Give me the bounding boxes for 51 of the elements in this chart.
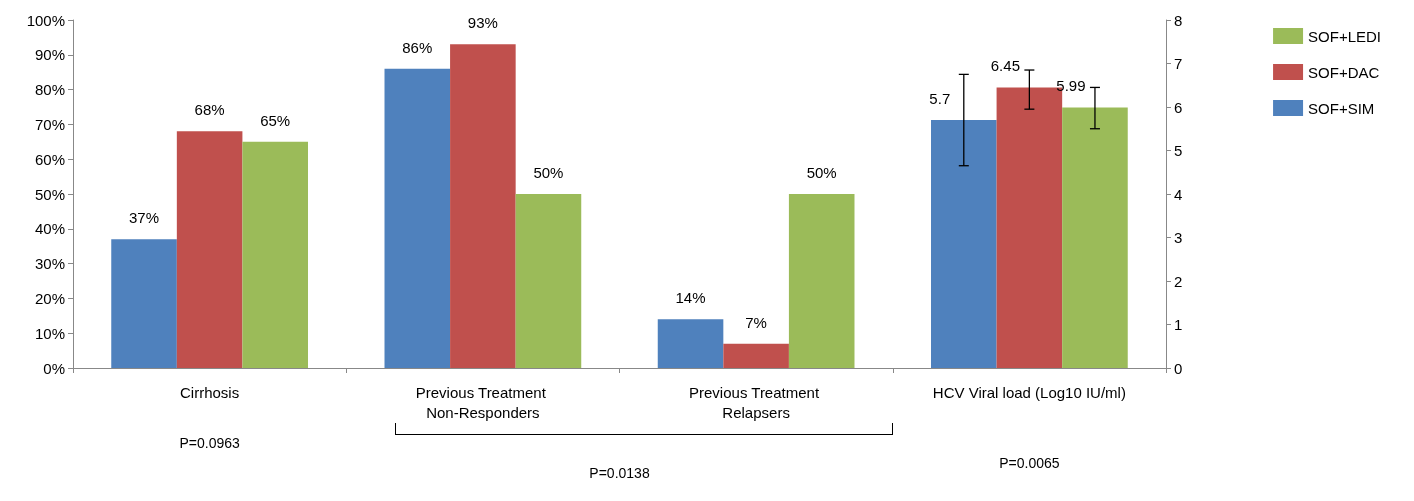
- bar: [450, 44, 516, 368]
- y-tick-label: 40%: [34, 220, 65, 238]
- legend-label: SOF+LEDI: [1308, 27, 1382, 45]
- y-tick-label: 60%: [34, 150, 65, 168]
- data-label: 50%: [806, 164, 837, 181]
- data-label: 5.99: [1056, 77, 1086, 95]
- y2-tick-label: 0: [1174, 359, 1183, 377]
- y-tick-label: 70%: [34, 115, 65, 133]
- data-label: 37%: [129, 209, 160, 227]
- data-label: 50%: [533, 164, 564, 181]
- data-label: 93%: [467, 14, 498, 32]
- data-label: 68%: [194, 101, 225, 119]
- y2-tick-label: 3: [1174, 229, 1183, 246]
- text: P=0.0963: [179, 435, 240, 451]
- bar: [515, 194, 582, 368]
- legend-label: SOF+DAC: [1308, 63, 1380, 81]
- y2-tick-label: 6: [1174, 98, 1183, 116]
- x-tick-label: HCV Viral load (Log10 IU/ml): [932, 383, 1126, 401]
- data-label: 6.45: [990, 57, 1020, 75]
- y2-tick-label: 5: [1174, 142, 1183, 159]
- x-tick-label: Previous Treatment Non-Responders: [415, 383, 550, 421]
- y-tick-label: 0%: [43, 359, 65, 377]
- x-tick-label: Previous Treatment Relapsers: [689, 383, 824, 421]
- y-tick-label: 30%: [34, 255, 65, 273]
- y2-tick-label: 7: [1174, 55, 1183, 72]
- bar: [384, 68, 451, 368]
- bar: [723, 343, 789, 368]
- y2-tick-label: 2: [1174, 272, 1183, 290]
- y2-tick-label: 4: [1174, 185, 1183, 203]
- bar: [242, 141, 308, 368]
- bar: [657, 319, 724, 368]
- data-label: 86%: [402, 38, 433, 56]
- y-tick-label: 50%: [34, 185, 65, 203]
- bar: [788, 194, 855, 368]
- bar: [111, 239, 177, 368]
- x-tick-label: Cirrhosis: [180, 383, 240, 401]
- text: P=0.0065: [999, 455, 1060, 471]
- y-tick-label: 100%: [26, 11, 65, 29]
- y2-tick-label: 8: [1174, 11, 1183, 29]
- y-tick-label: 20%: [34, 289, 65, 307]
- data-label: 14%: [675, 289, 706, 307]
- y-tick-label: 80%: [34, 81, 65, 99]
- legend-label: SOF+SIM: [1308, 99, 1375, 117]
- y-tick-label: 10%: [34, 324, 65, 342]
- y2-tick-label: 1: [1174, 316, 1183, 333]
- bar: [176, 131, 243, 368]
- data-label: 7%: [745, 313, 767, 331]
- text: P=0.0138: [589, 465, 650, 481]
- data-label: 65%: [260, 111, 291, 129]
- y-tick-label: 90%: [34, 46, 65, 64]
- data-label: 5.7: [929, 90, 951, 108]
